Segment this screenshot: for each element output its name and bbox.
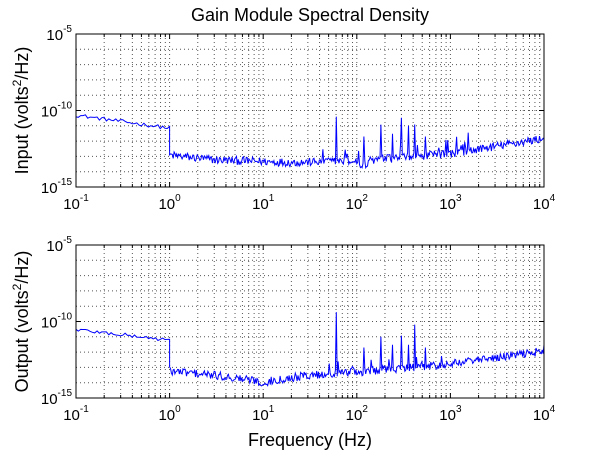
- x-tick-base: 10: [346, 196, 363, 213]
- x-tick-exponent: 3: [456, 404, 462, 415]
- x-tick-base: 10: [252, 407, 269, 424]
- y-axis-label: Output (volts2/Hz): [10, 251, 32, 393]
- series-line: [75, 312, 545, 387]
- y-tick-base: 10: [46, 27, 63, 44]
- y-tick-label: 10-10: [41, 312, 73, 332]
- x-tick-base: 10: [158, 196, 175, 213]
- x-tick-label: 10-1: [63, 193, 89, 213]
- x-tick-exponent: -1: [80, 193, 89, 204]
- series-line: [75, 114, 545, 170]
- y-tick-label: 10-5: [46, 24, 72, 44]
- x-tick-label: 101: [252, 193, 275, 213]
- x-tick-exponent: 0: [175, 193, 181, 204]
- x-tick-label: 104: [533, 193, 556, 213]
- x-tick-label: 10-1: [63, 404, 89, 424]
- x-tick-label: 103: [439, 193, 462, 213]
- chart-title: Gain Module Spectral Density: [191, 5, 429, 25]
- x-tick-base: 10: [346, 407, 363, 424]
- y-tick-label: 10-5: [46, 235, 72, 255]
- y-tick-label: 10-10: [41, 101, 73, 121]
- y-tick-exponent: -15: [58, 177, 73, 188]
- x-tick-label: 100: [158, 404, 181, 424]
- x-tick-base: 10: [63, 196, 80, 213]
- y-tick-label: 10-15: [41, 388, 73, 408]
- x-tick-base: 10: [252, 196, 269, 213]
- y-tick-base: 10: [41, 315, 58, 332]
- y-tick-exponent: -15: [58, 388, 73, 399]
- x-tick-exponent: 4: [550, 404, 556, 415]
- x-axis-label: Frequency (Hz): [248, 430, 372, 450]
- y-axis-label-sup: 2: [10, 79, 24, 86]
- y-tick-base: 10: [41, 391, 58, 408]
- x-tick-base: 10: [158, 407, 175, 424]
- x-tick-label: 103: [439, 404, 462, 424]
- x-tick-label: 102: [346, 404, 369, 424]
- y-tick-exponent: -5: [63, 24, 72, 35]
- plot-area: [76, 245, 544, 398]
- x-tick-label: 100: [158, 193, 181, 213]
- y-tick-base: 10: [46, 238, 63, 255]
- output-spectrum-panel: 10-1 100 101 102 103 10410-1510-1010-5Output …: [10, 235, 556, 424]
- x-tick-base: 10: [439, 196, 456, 213]
- ticks: [76, 33, 544, 188]
- grid: [76, 245, 544, 398]
- x-tick-base: 10: [533, 196, 550, 213]
- x-tick-exponent: 4: [550, 193, 556, 204]
- y-axis-label-main: Output (volts: [12, 290, 32, 392]
- y-tick-label: 10-15: [41, 177, 73, 197]
- y-axis-label: Input (volts2/Hz): [10, 47, 32, 175]
- x-tick-base: 10: [533, 407, 550, 424]
- x-tick-exponent: 2: [362, 193, 368, 204]
- y-tick-base: 10: [41, 180, 58, 197]
- x-tick-exponent: 0: [175, 404, 181, 415]
- y-tick-exponent: -5: [63, 235, 72, 246]
- x-tick-exponent: 2: [362, 404, 368, 415]
- x-tick-label: 102: [346, 193, 369, 213]
- y-axis-label-tail: /Hz): [12, 251, 32, 284]
- x-tick-base: 10: [63, 407, 80, 424]
- y-axis-label-tail: /Hz): [12, 47, 32, 80]
- x-tick-base: 10: [439, 407, 456, 424]
- x-tick-label: 101: [252, 404, 275, 424]
- x-tick-exponent: 1: [269, 404, 275, 415]
- y-tick-exponent: -10: [58, 101, 73, 112]
- y-axis-label-sup: 2: [10, 283, 24, 290]
- x-tick-label: 104: [533, 404, 556, 424]
- x-tick-exponent: 1: [269, 193, 275, 204]
- y-tick-base: 10: [41, 104, 58, 121]
- x-tick-exponent: -1: [80, 404, 89, 415]
- y-tick-exponent: -10: [58, 312, 73, 323]
- ticks: [76, 244, 544, 399]
- x-tick-exponent: 3: [456, 193, 462, 204]
- y-axis-label-main: Input (volts: [12, 86, 32, 174]
